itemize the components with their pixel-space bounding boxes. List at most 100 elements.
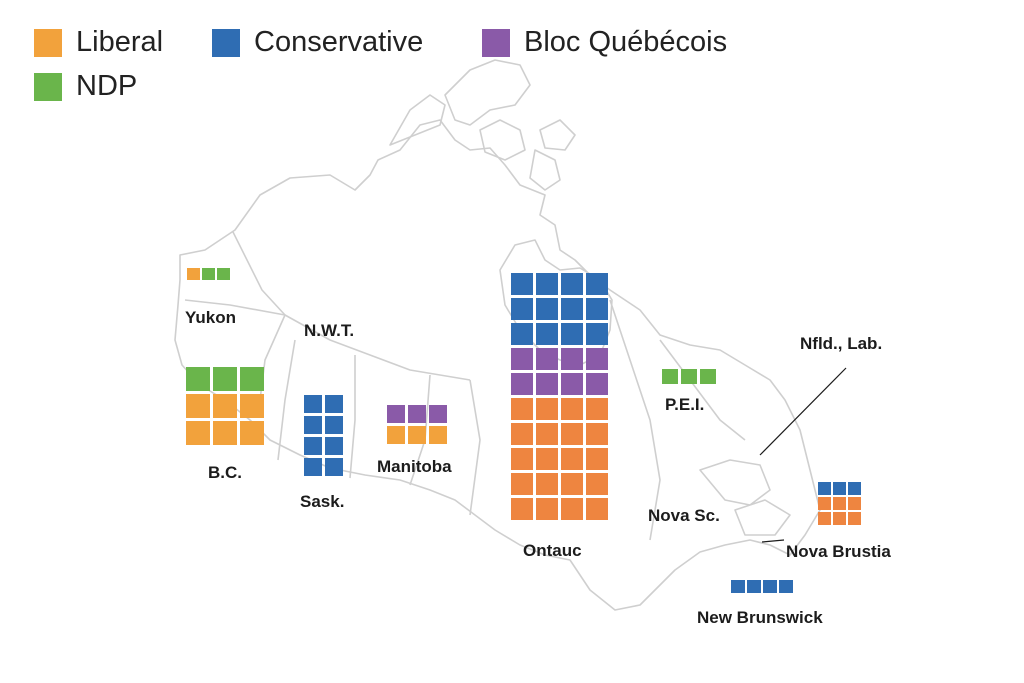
legend-label-bloc: Bloc Québécois <box>524 26 728 58</box>
seat-bc-liberal <box>240 421 264 445</box>
seat-ontario-liberal_alt <box>536 448 558 470</box>
seat-ontario-bloc <box>561 373 583 395</box>
seat-manitoba-bloc <box>408 405 426 423</box>
seat-ontario-conservative <box>561 273 583 295</box>
labrador-border <box>659 339 746 441</box>
seat-yukon-ndp <box>217 268 230 280</box>
seat-bc-liberal <box>186 421 210 445</box>
region-label-nwt: N.W.T. <box>304 321 355 340</box>
seat-ontario-liberal_alt <box>511 498 533 520</box>
seat-ontario-conservative <box>536 298 558 320</box>
region-label-sask: Sask. <box>300 492 345 511</box>
nwt-border <box>284 314 471 381</box>
seat-blocks <box>186 268 861 593</box>
region-label-ontario: Ontauc <box>523 541 582 560</box>
seat-ontario-liberal_alt <box>586 498 608 520</box>
seat-ontario-conservative <box>561 323 583 345</box>
seat-ontario-liberal_alt <box>586 398 608 420</box>
seat-ontario-liberal_alt <box>511 473 533 495</box>
seat-new_brunswick-conservative <box>763 580 777 593</box>
seat-nova_brustia-conservative <box>818 482 831 495</box>
seat-ontario-liberal_alt <box>561 473 583 495</box>
region-label-nova-brustia: Nova Brustia <box>786 542 891 561</box>
seat-nova_brustia-liberal_alt <box>818 497 831 510</box>
seat-sask-conservative <box>304 395 322 413</box>
seat-yukon-ndp <box>202 268 215 280</box>
seat-ontario-liberal_alt <box>536 398 558 420</box>
seat-sask-conservative <box>304 437 322 455</box>
legend-swatch-bloc <box>482 28 510 57</box>
seat-bc-ndp <box>186 367 210 391</box>
legend-item-conservative: Conservative <box>212 26 423 59</box>
seat-nova_brustia-liberal_alt <box>818 512 831 525</box>
seat-ontario-conservative <box>511 323 533 345</box>
seat-nova_brustia-liberal_alt <box>833 512 846 525</box>
legend-swatch-liberal <box>34 28 62 57</box>
seat-ontario-liberal_alt <box>561 448 583 470</box>
seat-manitoba-bloc <box>387 405 405 423</box>
seat-sask-conservative <box>325 416 343 434</box>
seat-pei-ndp <box>700 369 716 384</box>
seat-ontario-liberal_alt <box>586 423 608 445</box>
seat-ontario-liberal_alt <box>536 498 558 520</box>
seat-ontario-conservative <box>586 273 608 295</box>
seat-sask-conservative <box>304 458 322 476</box>
seat-nova_brustia-liberal_alt <box>848 512 861 525</box>
seat-ontario-conservative <box>586 298 608 320</box>
seat-ontario-liberal_alt <box>511 448 533 470</box>
seat-manitoba-liberal <box>408 426 426 444</box>
seat-ontario-bloc <box>511 348 533 370</box>
legend-label-conservative: Conservative <box>254 26 424 58</box>
seat-ontario-conservative <box>561 298 583 320</box>
seat-bc-liberal <box>213 394 237 418</box>
seat-ontario-liberal_alt <box>561 498 583 520</box>
arctic-islands <box>389 59 576 191</box>
seat-nova_brustia-liberal_alt <box>848 497 861 510</box>
seat-nova_brustia-conservative <box>833 482 846 495</box>
maritimes-coast <box>699 459 791 536</box>
seat-manitoba-liberal <box>429 426 447 444</box>
legend-label-liberal: Liberal <box>76 26 164 58</box>
region-label-nfld: Nfld., Lab. <box>800 334 883 353</box>
seat-ontario-liberal_alt <box>536 423 558 445</box>
yukon-border <box>232 231 286 316</box>
region-label-new-brunswick: New Brunswick <box>697 608 823 627</box>
legend-label-ndp: NDP <box>76 70 138 102</box>
seat-bc-ndp <box>213 367 237 391</box>
seat-sask-conservative <box>304 416 322 434</box>
seat-ontario-liberal_alt <box>536 473 558 495</box>
seat-ontario-conservative <box>536 273 558 295</box>
seat-ontario-conservative <box>586 323 608 345</box>
legend-item-ndp: NDP <box>34 70 137 103</box>
seat-ontario-bloc <box>561 348 583 370</box>
seat-bc-liberal <box>240 394 264 418</box>
seat-ontario-bloc <box>536 373 558 395</box>
seat-ontario-bloc <box>586 348 608 370</box>
seat-ontario-liberal_alt <box>511 398 533 420</box>
seat-nova_brustia-conservative <box>848 482 861 495</box>
canada-outline <box>174 119 821 611</box>
nfld-leader-line <box>759 367 847 456</box>
region-label-bc: B.C. <box>208 463 242 482</box>
seat-manitoba-bloc <box>429 405 447 423</box>
seat-nova_brustia-liberal_alt <box>833 497 846 510</box>
quebec-border <box>609 299 661 541</box>
seat-pei-ndp <box>681 369 697 384</box>
seat-ontario-bloc <box>511 373 533 395</box>
region-label-pei: P.E.I. <box>665 395 705 414</box>
legend-swatch-conservative <box>212 28 240 57</box>
seat-yukon-liberal <box>187 268 200 280</box>
region-label-manitoba: Manitoba <box>377 457 452 476</box>
seat-sask-conservative <box>325 437 343 455</box>
seat-sask-conservative <box>325 395 343 413</box>
seat-sask-conservative <box>325 458 343 476</box>
ontario-border <box>469 379 481 516</box>
seat-ontario-liberal_alt <box>511 423 533 445</box>
seat-pei-ndp <box>662 369 678 384</box>
seat-ontario-liberal_alt <box>561 398 583 420</box>
seat-bc-ndp <box>240 367 264 391</box>
seat-bc-liberal <box>213 421 237 445</box>
seat-ontario-bloc <box>536 348 558 370</box>
